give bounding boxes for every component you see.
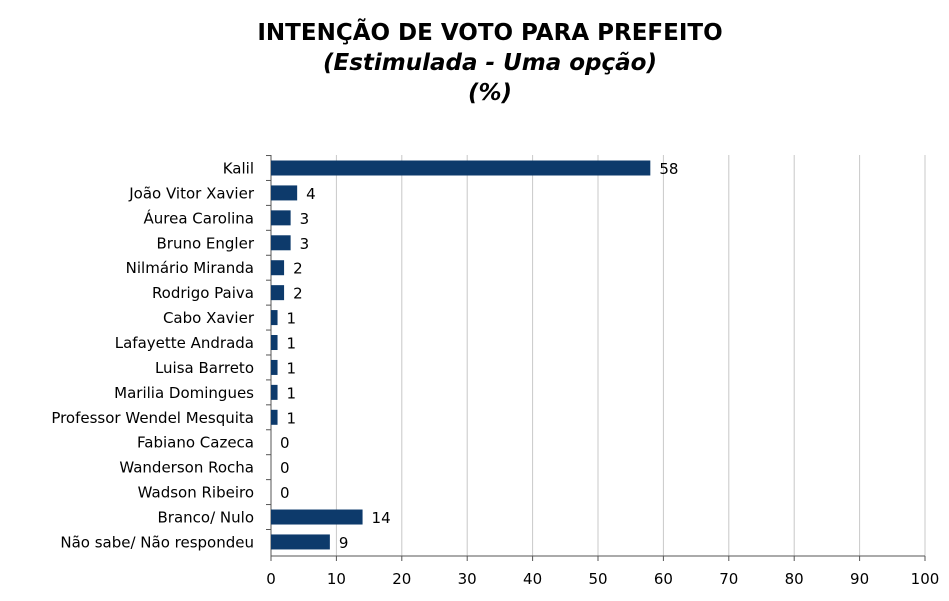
data-label: 1: [287, 335, 297, 353]
bar: [271, 534, 330, 550]
category-label: Marilia Domingues: [114, 384, 254, 402]
bar: [271, 210, 291, 226]
bar: [271, 509, 363, 525]
bar: [271, 285, 285, 301]
category-label: Wanderson Rocha: [119, 459, 254, 477]
bar: [271, 359, 278, 375]
category-label: Luisa Barreto: [155, 359, 254, 377]
data-label: 14: [372, 509, 391, 527]
data-label: 4: [306, 185, 316, 203]
bar: [271, 335, 278, 351]
category-label: Não sabe/ Não respondeu: [60, 533, 254, 551]
data-label: 3: [300, 210, 310, 228]
data-label: 0: [280, 484, 290, 502]
data-label: 0: [280, 434, 290, 452]
category-label: Fabiano Cazeca: [137, 434, 254, 452]
x-tick-label: 70: [719, 570, 738, 588]
bar: [271, 384, 278, 400]
category-label: Rodrigo Paiva: [152, 284, 254, 302]
category-label: Lafayette Andrada: [115, 334, 254, 352]
chart-subtitle: (Estimulada - Uma opção): [323, 50, 657, 76]
bar: [271, 235, 291, 251]
bar: [271, 409, 278, 425]
category-label: Kalil: [223, 160, 254, 178]
data-label: 1: [287, 310, 297, 328]
data-label: 1: [287, 359, 297, 377]
bar: [271, 260, 285, 276]
data-label: 58: [659, 160, 678, 178]
x-tick-label: 10: [327, 570, 346, 588]
bar: [271, 310, 278, 326]
data-label: 2: [293, 285, 303, 303]
data-label: 1: [287, 409, 297, 427]
data-label: 3: [300, 235, 310, 253]
chart-title: INTENÇÃO DE VOTO PARA PREFEITO: [257, 20, 723, 46]
x-tick-label: 30: [458, 570, 477, 588]
x-tick-label: 80: [785, 570, 804, 588]
x-tick-label: 20: [392, 570, 411, 588]
data-label: 1: [287, 384, 297, 402]
category-label: Cabo Xavier: [163, 309, 255, 327]
chart-unit-label: (%): [467, 80, 513, 106]
category-label: Professor Wendel Mesquita: [51, 409, 254, 427]
data-label: 2: [293, 260, 303, 278]
data-label: 0: [280, 459, 290, 477]
category-label: João Vitor Xavier: [128, 184, 255, 202]
x-tick-label: 100: [911, 570, 940, 588]
x-tick-label: 40: [523, 570, 542, 588]
category-label: Wadson Ribeiro: [138, 484, 254, 502]
bar: [271, 160, 651, 176]
x-tick-label: 60: [654, 570, 673, 588]
x-tick-label: 0: [266, 570, 276, 588]
category-label: Bruno Engler: [157, 234, 255, 252]
category-label: Branco/ Nulo: [158, 509, 254, 527]
data-label: 9: [339, 534, 349, 552]
x-tick-label: 90: [850, 570, 869, 588]
category-label: Nilmário Miranda: [126, 259, 254, 277]
x-tick-label: 50: [588, 570, 607, 588]
title-block: INTENÇÃO DE VOTO PARA PREFEITO (Estimula…: [0, 18, 949, 108]
bar: [271, 185, 298, 201]
category-label: Áurea Carolina: [143, 208, 254, 227]
